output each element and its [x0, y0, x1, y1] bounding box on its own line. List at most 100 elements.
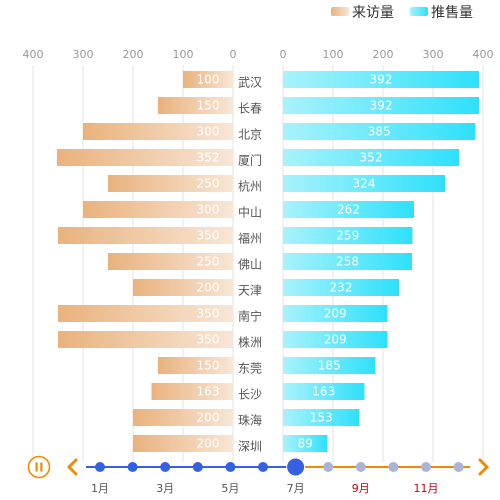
visits-value-label: 150	[197, 99, 220, 113]
visits-bar	[158, 357, 233, 374]
visits-bar	[133, 279, 233, 296]
visits-bar	[108, 175, 233, 192]
right-axis-tick: 100	[323, 48, 344, 61]
sales-value-label: 209	[324, 333, 347, 347]
sales-bar	[283, 357, 376, 374]
visits-bar	[133, 409, 233, 426]
timeline[interactable]: 1月 3月 5月 7月 9月 11月	[27, 455, 489, 496]
visits-bar	[133, 435, 233, 452]
visits-value-label: 350	[197, 229, 220, 243]
visits-bar	[58, 331, 233, 348]
timeline-point[interactable]	[323, 462, 334, 472]
category-label: 南宁	[238, 309, 262, 324]
timeline-point[interactable]	[453, 462, 464, 472]
sales-bar	[283, 331, 388, 348]
visits-bar	[183, 71, 233, 88]
sales-bar	[283, 201, 414, 218]
timeline-point[interactable]	[421, 462, 431, 472]
sales-bar	[283, 175, 445, 192]
sales-bar	[283, 253, 412, 270]
sales-value-label: 385	[368, 125, 391, 139]
legend-item-sales[interactable]: 推售量	[410, 5, 473, 21]
timeline-point[interactable]	[388, 462, 399, 472]
timeline-point[interactable]	[127, 462, 138, 472]
legend[interactable]: 来访量 推售量	[331, 5, 473, 21]
right-axis-tick: 0	[280, 48, 287, 61]
visits-value-label: 100	[197, 73, 220, 87]
left-axis-tick: 100	[173, 48, 194, 61]
category-label: 佛山	[238, 258, 262, 272]
sales-bar	[283, 123, 476, 140]
timeline-current-point[interactable]	[286, 457, 306, 477]
visits-value-label: 200	[197, 411, 220, 425]
category-label: 杭州	[238, 179, 262, 194]
visits-value-label: 300	[197, 125, 220, 139]
visits-value-label: 350	[197, 333, 220, 347]
legend-label: 来访量	[352, 5, 394, 21]
timeline-point[interactable]	[355, 462, 366, 472]
category-label: 株洲	[238, 335, 262, 350]
right-axis-tick: 400	[473, 48, 494, 61]
sales-value-label: 258	[336, 255, 359, 269]
visits-value-label: 250	[197, 177, 220, 191]
timeline-point[interactable]	[160, 462, 171, 472]
sales-value-label: 259	[336, 229, 359, 243]
chevron-left-icon[interactable]	[67, 458, 78, 476]
legend-swatch	[410, 7, 428, 16]
visits-value-label: 163	[197, 385, 220, 399]
timeline-point[interactable]	[225, 462, 236, 472]
visits-bar	[151, 383, 233, 400]
sales-bar	[283, 435, 328, 452]
timeline-point[interactable]	[192, 462, 203, 472]
sales-bar	[283, 71, 479, 88]
category-label: 天津	[238, 284, 262, 298]
sales-bar	[283, 279, 399, 296]
pause-icon-bar	[40, 462, 43, 472]
visits-value-label: 200	[197, 437, 220, 451]
category-label: 长春	[238, 102, 262, 116]
sales-value-label: 153	[310, 411, 333, 425]
timeline-label: 1月	[91, 482, 109, 495]
right-axis-tick: 200	[373, 48, 394, 61]
sales-value-label: 89	[298, 437, 313, 451]
sales-value-label: 324	[353, 177, 376, 191]
timeline-point[interactable]	[258, 462, 268, 472]
category-label: 深圳	[238, 440, 262, 454]
visits-value-label: 250	[197, 255, 220, 269]
category-label: 北京	[238, 128, 262, 142]
sales-bar	[283, 305, 388, 322]
category-label: 福州	[238, 231, 262, 246]
sales-value-label: 392	[370, 73, 393, 87]
chevron-right-icon[interactable]	[478, 458, 489, 476]
sales-value-label: 392	[370, 99, 393, 113]
timeline-label: 5月	[221, 482, 239, 495]
legend-swatch	[331, 7, 349, 16]
pause-icon-ring	[27, 455, 51, 479]
left-axis-tick: 0	[230, 48, 237, 61]
category-label: 长沙	[238, 388, 262, 402]
sales-value-label: 352	[360, 151, 383, 165]
category-label: 武汉	[238, 76, 262, 90]
legend-item-visits[interactable]: 来访量	[331, 5, 394, 21]
left-axis-tick: 200	[123, 48, 144, 61]
pause-icon[interactable]	[27, 455, 51, 479]
legend-label: 推售量	[431, 5, 473, 21]
sales-bar	[283, 383, 365, 400]
sales-value-label: 209	[324, 307, 347, 321]
visits-bar	[58, 305, 233, 322]
left-axis-tick: 300	[73, 48, 94, 61]
sales-value-label: 185	[318, 359, 341, 373]
axis-ticks: 400 300 200 100 0 0 100 200 300 400	[23, 48, 494, 61]
sales-bar	[283, 97, 479, 114]
timeline-label: 7月	[287, 482, 305, 495]
visits-value-label: 300	[197, 203, 220, 217]
visits-bar	[58, 227, 233, 244]
left-axis-tick: 400	[23, 48, 44, 61]
visits-bar	[83, 123, 233, 140]
right-axis-tick: 300	[423, 48, 444, 61]
visits-value-label: 350	[197, 307, 220, 321]
sales-value-label: 262	[337, 203, 360, 217]
timeline-point[interactable]	[95, 462, 105, 472]
category-label: 中山	[238, 205, 262, 220]
